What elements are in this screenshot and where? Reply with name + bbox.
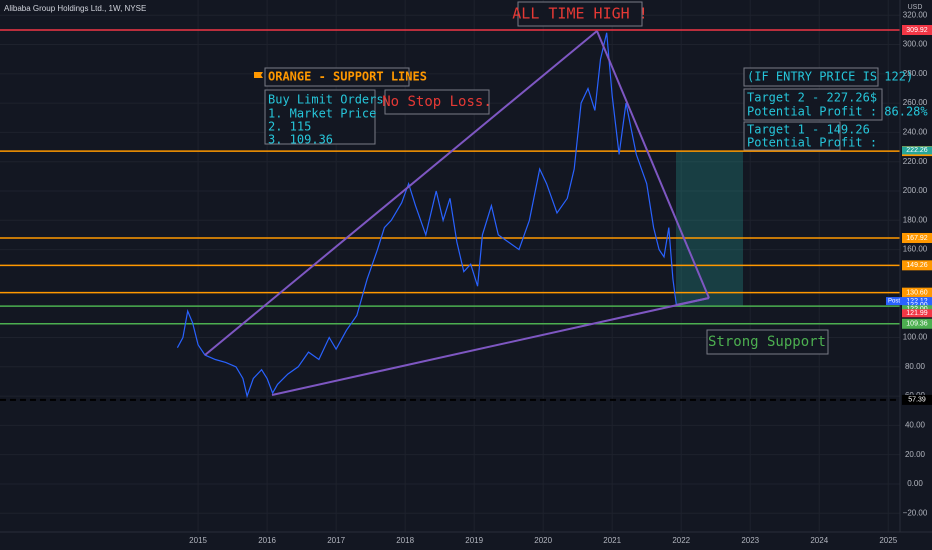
- x-tick-label: 2023: [741, 536, 759, 545]
- y-tick-label: 320.00: [903, 10, 928, 19]
- y-tick-label: 100.00: [903, 333, 928, 342]
- level-badge: [902, 394, 932, 405]
- ath-box: [517, 1, 643, 27]
- currency: USD: [908, 4, 923, 11]
- x-tick-label: 2016: [258, 536, 276, 545]
- buy-line: Buy Limit Orders :: [268, 93, 398, 107]
- chart-title: Alibaba Group Holdings Ltd., 1W, NYSE: [4, 4, 146, 13]
- y-tick-label: 280.00: [903, 69, 928, 78]
- trend-line: [271, 297, 710, 396]
- level-badge: [902, 287, 932, 298]
- triangle: [204, 30, 710, 396]
- price-label: 222.26: [906, 147, 928, 154]
- y-tick-label: −20.00: [903, 508, 928, 517]
- x-tick-label: 2015: [189, 536, 207, 545]
- target1-line: Target 1 - 149.26: [747, 123, 870, 137]
- levels: [0, 29, 900, 401]
- level-label: 109.36: [906, 321, 928, 328]
- x-tick-label: 2022: [672, 536, 690, 545]
- buy-line: 2. 115: [268, 120, 311, 134]
- price-badge: [902, 305, 932, 314]
- trend-line: [675, 297, 710, 306]
- y-tick-label: 260.00: [903, 98, 928, 107]
- x-tick-label: 2019: [465, 536, 483, 545]
- level-badge: [902, 318, 932, 329]
- trend-line: [596, 30, 710, 299]
- entry-box: [743, 67, 879, 87]
- y-tick-label: 180.00: [903, 215, 928, 224]
- price-badge: [902, 297, 932, 306]
- target2-line: Target 2 - 227.26$: [747, 91, 877, 105]
- level-badge: [902, 260, 932, 271]
- level-label: 130.60: [906, 290, 928, 297]
- target1-box: [743, 121, 841, 151]
- price-badge: [902, 309, 932, 318]
- x-tick-label: 2020: [534, 536, 552, 545]
- buy-box: [264, 89, 376, 145]
- y-tick-label: 20.00: [905, 450, 926, 459]
- level-label: 57.39: [908, 397, 926, 404]
- x-tick-label: 2025: [879, 536, 897, 545]
- y-tick-label: 160.00: [903, 245, 928, 254]
- price-badge: [902, 146, 932, 155]
- x-tick-label: 2018: [396, 536, 414, 545]
- y-tick-label: 40.00: [905, 420, 926, 429]
- annotations: ALL TIME HIGH ! ORANGE - SUPPORT LINES B…: [254, 1, 928, 355]
- flag: [254, 72, 263, 78]
- level-badge: [902, 232, 932, 243]
- price-tag-bg: [886, 297, 902, 306]
- y-tick-label: 240.00: [903, 128, 928, 137]
- buy-line: 1. Market Price: [268, 107, 376, 121]
- entry-note: (IF ENTRY PRICE IS 122): [747, 70, 913, 84]
- level-label: 167.92: [906, 235, 928, 242]
- target1-line: Potential Profit :: [747, 136, 877, 150]
- axes: 320.00 300.00 280.00 260.00 240.00 220.00 200.…: [189, 10, 932, 545]
- target2-box: [743, 88, 883, 121]
- support-note: Strong Support: [708, 334, 826, 350]
- y-tick-label: 220.00: [903, 157, 928, 166]
- trend-line: [204, 30, 598, 356]
- y-tick-label: 200.00: [903, 186, 928, 195]
- y-tick-label: 80.00: [905, 362, 926, 371]
- price-line: [176, 32, 677, 399]
- x-tick-label: 2024: [810, 536, 828, 545]
- price: [176, 32, 677, 399]
- level-label: 309.92: [906, 27, 928, 34]
- stop-note: No Stop Loss.: [382, 94, 492, 110]
- target2-line: Potential Profit : 86.28%: [747, 105, 928, 119]
- ath-note: ALL TIME HIGH !: [512, 5, 647, 23]
- price-tag: Post: [888, 299, 900, 305]
- y-tick-label: 300.00: [903, 40, 928, 49]
- target-zone: [676, 151, 743, 306]
- x-tick-label: 2021: [603, 536, 621, 545]
- legend-note: ORANGE - SUPPORT LINES: [268, 70, 427, 84]
- support-box: [706, 329, 829, 355]
- level-badge: [902, 24, 932, 35]
- stop-box: [384, 89, 490, 115]
- buy-line: 3. 109.36: [268, 133, 333, 147]
- legend-box: [264, 67, 410, 87]
- level-label: 149.26: [906, 262, 928, 269]
- x-tick-label: 2017: [327, 536, 345, 545]
- y-tick-label: 0.00: [907, 479, 923, 488]
- price-label: 121.99: [906, 310, 928, 317]
